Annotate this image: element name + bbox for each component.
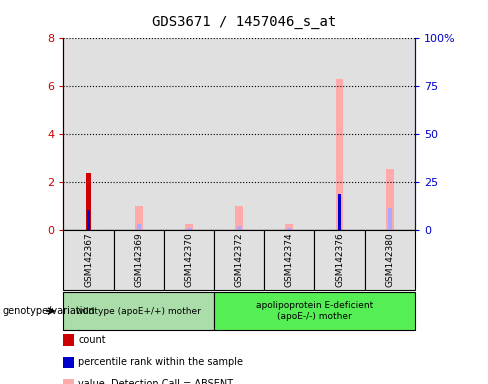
Bar <box>137 224 141 230</box>
Bar <box>264 38 314 230</box>
Bar <box>164 38 214 230</box>
Text: GSM142372: GSM142372 <box>235 232 244 287</box>
Text: GSM142369: GSM142369 <box>134 232 143 287</box>
Bar <box>86 173 91 230</box>
Text: GSM142376: GSM142376 <box>335 232 344 287</box>
Text: GSM142367: GSM142367 <box>84 232 93 287</box>
Text: count: count <box>78 335 106 345</box>
Text: value, Detection Call = ABSENT: value, Detection Call = ABSENT <box>78 379 233 384</box>
Bar <box>87 210 90 230</box>
Text: apolipoprotein E-deficient
(apoE-/-) mother: apolipoprotein E-deficient (apoE-/-) mot… <box>256 301 373 321</box>
Bar <box>187 228 191 230</box>
Bar <box>214 38 264 230</box>
Bar <box>386 169 394 230</box>
Text: GSM142370: GSM142370 <box>184 232 193 287</box>
Text: GSM142374: GSM142374 <box>285 232 294 287</box>
Text: GSM142380: GSM142380 <box>385 232 394 287</box>
Bar <box>114 38 164 230</box>
Bar <box>135 207 142 230</box>
Text: genotype/variation: genotype/variation <box>2 306 95 316</box>
Bar <box>365 38 415 230</box>
Bar <box>235 207 243 230</box>
Bar <box>338 194 341 230</box>
Bar <box>336 79 344 230</box>
Text: percentile rank within the sample: percentile rank within the sample <box>78 357 243 367</box>
Bar <box>285 224 293 230</box>
Bar <box>387 208 392 230</box>
Bar <box>185 224 193 230</box>
Bar <box>287 228 291 230</box>
Text: wildtype (apoE+/+) mother: wildtype (apoE+/+) mother <box>76 306 201 316</box>
Text: GDS3671 / 1457046_s_at: GDS3671 / 1457046_s_at <box>152 15 336 29</box>
Bar <box>237 225 241 230</box>
Bar <box>314 38 365 230</box>
Bar <box>63 38 114 230</box>
